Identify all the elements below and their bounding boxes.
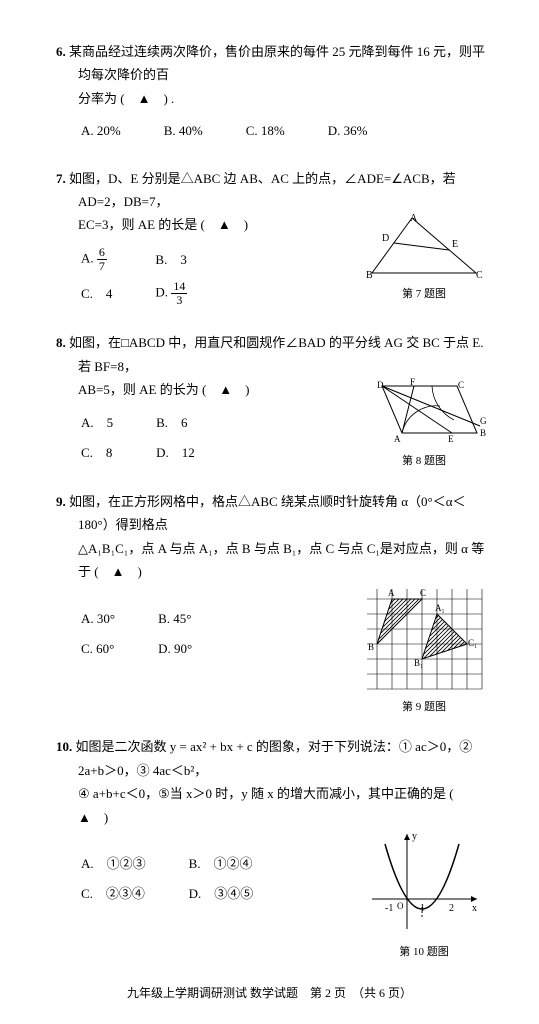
q8-opt-b: B. 6 bbox=[155, 410, 235, 438]
q6-text2: 分率为 ( ▲ ) . bbox=[50, 87, 489, 110]
q10-opt-a: A. ①②③ bbox=[80, 851, 186, 879]
question-10: 10. 如图是二次函数 y = ax² + bx + c 的图象，对于下列说法：… bbox=[50, 735, 489, 962]
svg-text:C: C bbox=[458, 380, 464, 390]
svg-text:1: 1 bbox=[420, 903, 425, 914]
q9-fig-label: 第 9 题图 bbox=[359, 698, 489, 718]
svg-text:-1: -1 bbox=[385, 903, 393, 914]
q6-options: A. 20% B. 40% C. 18% D. 36% bbox=[78, 116, 409, 148]
q10-opt-d: D. ③④⑤ bbox=[188, 881, 294, 909]
q10-stem: 10. 如图是二次函数 y = ax² + bx + c 的图象，对于下列说法：… bbox=[50, 735, 489, 782]
svg-text:E: E bbox=[448, 434, 454, 444]
q8-opt-d: D. 12 bbox=[155, 440, 235, 468]
q7-opt-d: D. 143 bbox=[154, 279, 227, 311]
svg-text:x: x bbox=[472, 903, 477, 914]
q9-figure: A C B A₁ C₁ B₁ 第 9 题图 bbox=[359, 584, 489, 718]
q8-figure: D F C A E B G 第 8 题图 bbox=[359, 378, 489, 472]
question-6: 6. 某商品经过连续两次降价，售价由原来的每件 25 元降到每件 16 元，则平… bbox=[50, 40, 489, 149]
q6-opt-a: A. 20% bbox=[80, 118, 161, 146]
svg-text:C: C bbox=[420, 588, 426, 598]
svg-text:B: B bbox=[368, 642, 374, 652]
svg-text:O: O bbox=[397, 901, 404, 911]
q7-text2: EC=3，则 AE 的长是 ( ▲ ) bbox=[50, 213, 359, 236]
q8-text: 如图，在□ABCD 中，用直尺和圆规作∠BAD 的平分线 AG 交 BC 于点 … bbox=[69, 335, 483, 373]
svg-text:F: F bbox=[410, 378, 415, 387]
q8-opt-c: C. 8 bbox=[80, 440, 153, 468]
q9-text2: △A₁B₁C₁，点 A 与点 A₁，点 B 与点 B₁，点 C 与点 C₁是对应… bbox=[50, 537, 489, 584]
q10-fig-label: 第 10 题图 bbox=[359, 943, 489, 963]
q9-opt-a: A. 30° bbox=[80, 606, 155, 634]
svg-text:A: A bbox=[388, 588, 395, 598]
svg-text:C₁: C₁ bbox=[468, 638, 477, 648]
question-7: 7. 如图，D、E 分别是△ABC 边 AB、AC 上的点，∠ADE=∠ACB，… bbox=[50, 167, 489, 314]
q6-opt-d: D. 36% bbox=[327, 118, 408, 146]
q7-opt-a: A. 67 bbox=[80, 245, 152, 277]
q9-number: 9. bbox=[56, 494, 66, 509]
svg-text:B: B bbox=[480, 428, 486, 438]
q7-triangle-svg: A D E B C bbox=[364, 213, 484, 281]
q6-opt-c: C. 18% bbox=[245, 118, 325, 146]
svg-text:C: C bbox=[476, 270, 483, 281]
question-8: 8. 如图，在□ABCD 中，用直尺和圆规作∠BAD 的平分线 AG 交 BC … bbox=[50, 331, 489, 472]
q6-number: 6. bbox=[56, 44, 66, 59]
question-9: 9. 如图，在正方形网格中，格点△ABC 绕某点顺时针旋转角 α（0°＜α＜18… bbox=[50, 490, 489, 717]
q8-options: A. 5 B. 6 C. 8 D. 12 bbox=[78, 408, 237, 471]
q7-options: A. 67 B. 3 C. 4 D. 143 bbox=[78, 243, 229, 314]
svg-text:D: D bbox=[377, 380, 384, 390]
q10-figure: y x -1 O 1 2 第 10 题图 bbox=[359, 829, 489, 963]
q7-stem: 7. 如图，D、E 分别是△ABC 边 AB、AC 上的点，∠ADE=∠ACB，… bbox=[50, 167, 489, 214]
q7-opt-b: B. 3 bbox=[154, 245, 227, 277]
page-footer: 九年级上学期调研测试 数学试题 第 2 页 （共 6 页） bbox=[50, 983, 489, 1005]
q9-opt-b: B. 45° bbox=[157, 606, 232, 634]
q10-number: 10. bbox=[56, 739, 72, 754]
q7-opt-c: C. 4 bbox=[80, 279, 152, 311]
q7-figure: A D E B C 第 7 题图 bbox=[359, 213, 489, 305]
q9-text: 如图，在正方形网格中，格点△ABC 绕某点顺时针旋转角 α（0°＜α＜180°）… bbox=[69, 494, 466, 532]
q7-text: 如图，D、E 分别是△ABC 边 AB、AC 上的点，∠ADE=∠ACB，若 A… bbox=[69, 171, 456, 209]
svg-text:A: A bbox=[394, 434, 401, 444]
svg-text:E: E bbox=[452, 239, 458, 250]
svg-text:B₁: B₁ bbox=[414, 658, 423, 668]
svg-text:A: A bbox=[410, 213, 418, 224]
q7-number: 7. bbox=[56, 171, 66, 186]
q8-opt-a: A. 5 bbox=[80, 410, 153, 438]
q8-number: 8. bbox=[56, 335, 66, 350]
q10-text2: ④ a+b+c＜0，⑤当 x＞0 时，y 随 x 的增大而减小，其中正确的是 (… bbox=[50, 782, 489, 829]
q6-text: 某商品经过连续两次降价，售价由原来的每件 25 元降到每件 16 元，则平均每次… bbox=[69, 44, 485, 82]
svg-text:2: 2 bbox=[449, 903, 454, 914]
svg-text:B: B bbox=[366, 270, 373, 281]
q8-fig-label: 第 8 题图 bbox=[359, 452, 489, 472]
q9-opt-c: C. 60° bbox=[80, 636, 155, 664]
q7-fig-label: 第 7 题图 bbox=[359, 285, 489, 305]
q9-options: A. 30° B. 45° C. 60° D. 90° bbox=[78, 604, 234, 667]
q10-options: A. ①②③ B. ①②④ C. ②③④ D. ③④⑤ bbox=[78, 849, 295, 912]
q10-opt-b: B. ①②④ bbox=[188, 851, 294, 879]
q10-text: 如图是二次函数 y = ax² + bx + c 的图象，对于下列说法：① ac… bbox=[76, 739, 473, 777]
q9-stem: 9. 如图，在正方形网格中，格点△ABC 绕某点顺时针旋转角 α（0°＜α＜18… bbox=[50, 490, 489, 537]
q8-stem: 8. 如图，在□ABCD 中，用直尺和圆规作∠BAD 的平分线 AG 交 BC … bbox=[50, 331, 489, 378]
q6-opt-b: B. 40% bbox=[163, 118, 243, 146]
q8-text2: AB=5，则 AE 的长为 ( ▲ ) bbox=[50, 378, 359, 401]
svg-text:G: G bbox=[480, 416, 487, 426]
q10-parabola-svg: y x -1 O 1 2 bbox=[367, 829, 482, 939]
q10-opt-c: C. ②③④ bbox=[80, 881, 186, 909]
svg-text:y: y bbox=[412, 831, 417, 842]
q6-stem: 6. 某商品经过连续两次降价，售价由原来的每件 25 元降到每件 16 元，则平… bbox=[50, 40, 489, 87]
q8-parallelogram-svg: D F C A E B G bbox=[362, 378, 487, 448]
q9-grid-svg: A C B A₁ C₁ B₁ bbox=[362, 584, 487, 694]
svg-text:A₁: A₁ bbox=[435, 603, 445, 613]
svg-text:D: D bbox=[382, 233, 389, 244]
q9-opt-d: D. 90° bbox=[157, 636, 232, 664]
